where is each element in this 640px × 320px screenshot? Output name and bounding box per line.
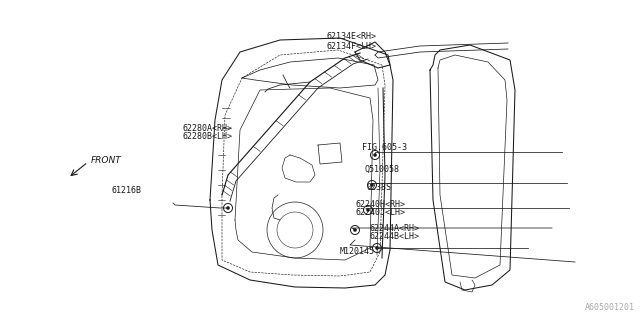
Text: 62134F<LH>: 62134F<LH> xyxy=(326,42,376,51)
Circle shape xyxy=(370,183,374,187)
Text: 62240J<LH>: 62240J<LH> xyxy=(355,208,405,217)
Text: FRONT: FRONT xyxy=(91,156,122,164)
Text: 62134E<RH>: 62134E<RH> xyxy=(326,32,376,41)
Text: 61216B: 61216B xyxy=(112,186,142,195)
Text: A605001201: A605001201 xyxy=(585,303,635,312)
Text: 62280A<RH>: 62280A<RH> xyxy=(182,124,232,132)
Circle shape xyxy=(353,228,357,232)
Circle shape xyxy=(375,246,379,250)
Text: 62244A<RH>: 62244A<RH> xyxy=(370,224,420,233)
Text: 62240H<RH>: 62240H<RH> xyxy=(355,200,405,209)
Text: 0238S: 0238S xyxy=(366,183,391,192)
Text: M120145: M120145 xyxy=(339,247,374,256)
Circle shape xyxy=(366,208,370,212)
Text: 62244B<LH>: 62244B<LH> xyxy=(370,232,420,241)
Text: Q510058: Q510058 xyxy=(365,165,400,174)
Text: FIG.605-3: FIG.605-3 xyxy=(362,143,406,152)
Text: 62280B<LH>: 62280B<LH> xyxy=(182,132,232,140)
Circle shape xyxy=(373,153,377,157)
Circle shape xyxy=(226,206,230,210)
